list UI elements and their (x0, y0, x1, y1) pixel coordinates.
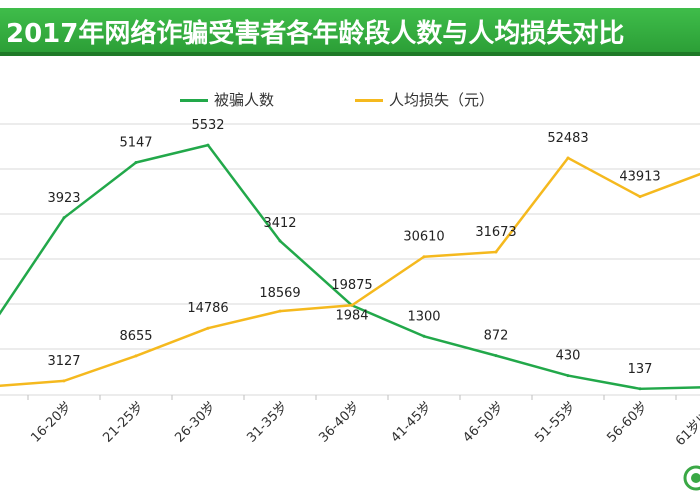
x-tick-label: 46-50岁 (460, 399, 507, 446)
legend-label-victims: 被骗人数 (214, 91, 275, 109)
data-point-loss (638, 195, 642, 199)
data-point-victims (422, 334, 426, 338)
data-point-loss (350, 303, 354, 307)
data-point-loss (494, 250, 498, 254)
data-point-victims (62, 216, 66, 220)
data-point-victims (134, 161, 138, 165)
x-tick-label: 21-25岁 (100, 399, 147, 446)
data-label-victims: 5532 (191, 118, 224, 133)
data-label-victims: 137 (628, 362, 653, 377)
data-point-loss (134, 354, 138, 358)
x-tick-label: 36-40岁 (316, 399, 363, 446)
data-point-victims (494, 354, 498, 358)
data-label-loss: 43913 (619, 170, 660, 185)
title-bar: 2017年网络诈骗受害者各年龄段人数与人均损失对比 (0, 0, 700, 70)
data-label-loss: 18569 (259, 286, 300, 301)
x-tick-label: 16-20岁 (28, 399, 75, 446)
data-label-loss: 30610 (403, 230, 444, 245)
x-tick-label: 31-35岁 (244, 399, 291, 446)
x-tick-label: 41-45岁 (388, 399, 435, 446)
logo-icon (683, 465, 700, 491)
data-label-victims: 3923 (47, 191, 80, 206)
data-label-loss: 8655 (119, 329, 152, 344)
data-label-loss: 14786 (187, 301, 228, 316)
x-tick-label: 26-30岁 (172, 399, 219, 446)
data-label-victims: 1984 (335, 308, 368, 323)
title-band (0, 8, 700, 56)
data-point-victims (566, 374, 570, 378)
series-line-victims (0, 143, 700, 391)
legend: 被骗人数 人均损失（元） (0, 90, 700, 110)
data-label-victims: 872 (484, 329, 509, 344)
legend-label-loss: 人均损失（元） (389, 91, 495, 109)
data-label-victims: 3412 (263, 216, 296, 231)
x-tick-label: 61岁以上 (673, 399, 700, 449)
legend-swatch-loss (355, 99, 383, 102)
data-label-victims: 430 (556, 349, 581, 364)
data-label-victims: 5147 (119, 136, 152, 151)
data-label-victims: 1300 (407, 309, 440, 324)
data-point-victims (278, 239, 282, 243)
chart-title: 2017年网络诈骗受害者各年龄段人数与人均损失对比 (6, 19, 625, 49)
data-point-victims (638, 387, 642, 391)
data-label-loss: 19875 (331, 278, 372, 293)
series-line-loss (0, 156, 700, 388)
data-point-victims (206, 143, 210, 147)
x-tick-label: 51-55岁 (532, 399, 579, 446)
legend-swatch-victims (180, 99, 208, 102)
data-point-loss (566, 156, 570, 160)
x-tick-label: 56-60岁 (604, 399, 651, 446)
data-label-loss: 3127 (47, 354, 80, 369)
data-point-loss (278, 309, 282, 313)
data-label-loss: 52483 (547, 131, 588, 146)
data-point-loss (206, 326, 210, 330)
data-point-loss (422, 255, 426, 259)
data-label-loss: 31673 (475, 225, 516, 240)
data-point-loss (62, 379, 66, 383)
